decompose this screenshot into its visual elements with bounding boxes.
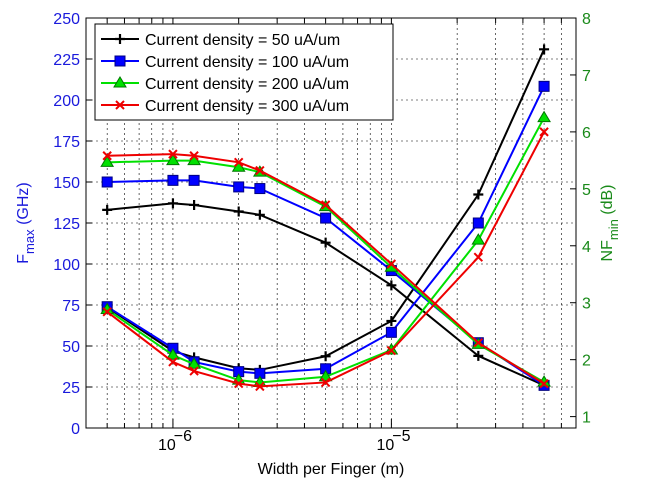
fmax-point (320, 237, 331, 248)
nfmin-point (102, 307, 112, 317)
series-layer (100, 44, 551, 392)
y-right-tick-label: 7 (582, 68, 591, 85)
nfmin-point (189, 366, 199, 376)
nfmin-point (537, 110, 551, 123)
y-left-tick-label: 125 (53, 216, 80, 233)
fmax-point (255, 165, 265, 176)
x-tick-label: 10 (158, 437, 176, 454)
y-right-axis-title: NFmin (dB) (599, 185, 621, 262)
y-right-tick-label: 4 (582, 239, 591, 256)
fmax-point (254, 209, 265, 220)
x-tick-label: 10 (376, 437, 394, 454)
y-right-tick-label: 6 (582, 125, 591, 142)
fmax-point (233, 157, 244, 168)
y-right-tick-label: 8 (582, 11, 591, 28)
y-left-axis-title: Fmax (GHz) (15, 182, 37, 263)
y-left-tick-label: 50 (62, 339, 80, 356)
fmax-point (233, 206, 244, 217)
fmax-point (100, 155, 115, 167)
y-right-tick-label: 5 (582, 182, 591, 199)
x-tick-exponent: −5 (392, 428, 410, 445)
legend-label: Current density = 300 uA/um (145, 98, 349, 115)
fmax-point (386, 259, 397, 269)
nfmin-point (539, 44, 550, 55)
y-left-tick-label: 100 (53, 257, 80, 274)
nfmin-point (386, 315, 397, 326)
nfmin-point (386, 345, 397, 356)
x-axis-title: Width per Finger (m) (258, 461, 405, 478)
fmax-point (473, 350, 484, 361)
nfmin-point (539, 127, 549, 137)
nfmin-point (255, 381, 265, 392)
y-left-tick-label: 0 (71, 421, 80, 438)
legend-marker (115, 34, 125, 44)
fmax-point (166, 153, 180, 166)
nfmin-point (233, 378, 244, 389)
fmax-point (189, 151, 199, 161)
fmax-point (101, 176, 113, 188)
nfmin-point (187, 357, 201, 369)
x-tick-exponent: −6 (174, 428, 192, 445)
axis-titles: Width per Finger (m) Fmax (GHz) NFmin (dB… (15, 182, 621, 478)
nfmin-point (385, 326, 397, 338)
legend-label: Current density = 100 uA/um (145, 54, 349, 71)
fmax-point (168, 149, 178, 159)
fmax-point (167, 198, 178, 209)
fmax-point (233, 181, 245, 193)
y-right-axis-title-unit: (dB) (599, 185, 616, 220)
y-right-tick-label: 2 (582, 353, 591, 370)
fmax-point (539, 379, 549, 389)
series-4 (102, 127, 549, 392)
fmax-point (320, 200, 331, 210)
fmax-point (102, 151, 112, 161)
y-left-axis-title-unit: (GHz) (15, 182, 32, 229)
y-left-tick-label: 250 (53, 11, 80, 28)
nfmin-point (168, 357, 178, 367)
y-left-tick-label: 75 (62, 298, 80, 315)
nfmin-point (473, 189, 484, 200)
fmax-point (102, 204, 113, 215)
nfmin-point (166, 348, 180, 360)
fmax-point (473, 338, 484, 348)
nfmin-point (473, 252, 484, 262)
nfmin-point (320, 377, 331, 388)
fmax-point (167, 174, 179, 186)
legend-box (94, 23, 394, 121)
legend: Current density = 50 uA/um Current densit… (94, 23, 394, 121)
fmax-point (188, 174, 200, 186)
legend-label: Current density = 200 uA/um (145, 76, 349, 93)
legend-marker (114, 55, 126, 67)
nfmin-point (538, 80, 550, 92)
y-right-axis-title-sub: min (606, 219, 621, 240)
fmax-point (254, 183, 266, 195)
nfmin-point (472, 217, 484, 229)
y-left-axis-title-main: F (15, 254, 32, 264)
y-right-tick-label: 1 (582, 410, 591, 427)
nfmin-point (471, 233, 486, 245)
y-left-tick-label: 200 (53, 93, 80, 110)
y-left-tick-label: 150 (53, 175, 80, 192)
y-right-axis-title-main: NF (599, 240, 616, 262)
legend-marker (115, 100, 125, 110)
legend-label: Current density = 50 uA/um (145, 32, 340, 49)
fmax-point (189, 199, 200, 210)
y-left-axis-title-sub: max (22, 229, 37, 254)
ticks-layer: 02550751001251501752002252501234567810−6… (53, 11, 591, 454)
y-left-tick-label: 225 (53, 52, 80, 69)
legend-marker (113, 76, 127, 88)
fmax-point (386, 280, 397, 291)
nfmin-point (320, 351, 331, 362)
fmax-point (320, 212, 332, 224)
y-left-tick-label: 25 (62, 380, 80, 397)
y-right-tick-label: 3 (582, 296, 591, 313)
y-left-tick-label: 175 (53, 134, 80, 151)
